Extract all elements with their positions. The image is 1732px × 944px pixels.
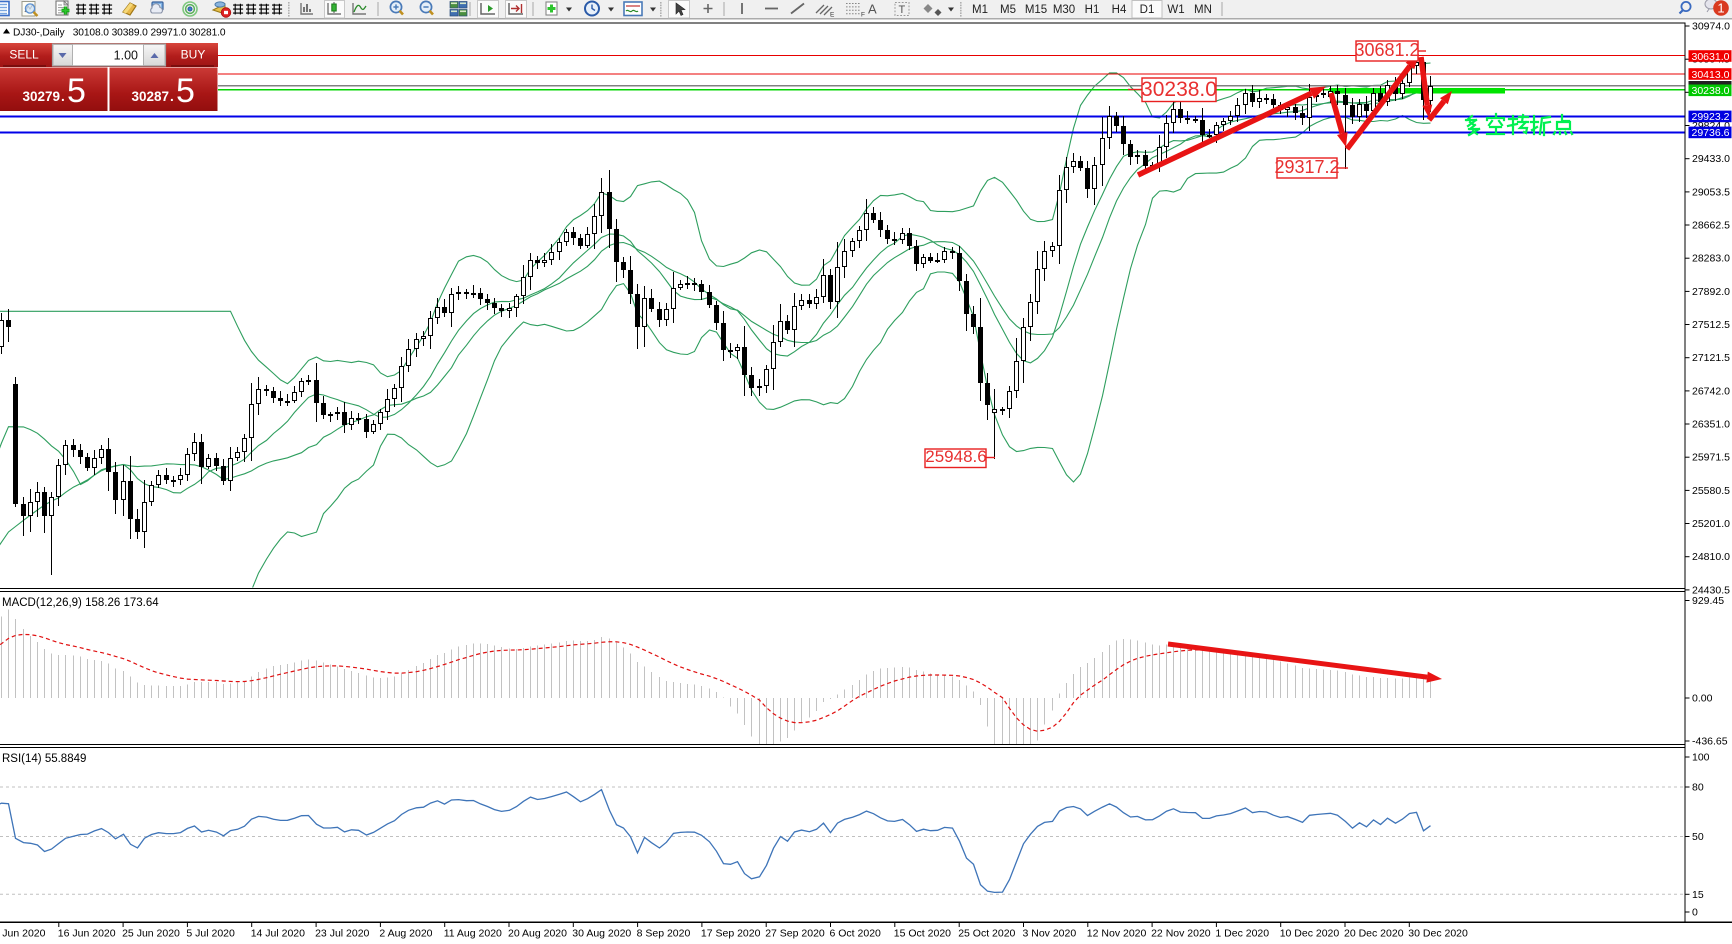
svg-text:29923.2: 29923.2 — [1692, 111, 1730, 123]
svg-text:30287: 30287 — [131, 89, 169, 104]
svg-text:5 Jul 2020: 5 Jul 2020 — [186, 928, 235, 940]
svg-text:8 Sep 2020: 8 Sep 2020 — [637, 928, 691, 940]
svg-text:2 Aug 2020: 2 Aug 2020 — [379, 928, 432, 940]
svg-text:30413.0: 30413.0 — [1692, 69, 1730, 81]
svg-text:26351.0: 26351.0 — [1692, 419, 1730, 431]
svg-text:30238.0: 30238.0 — [1692, 85, 1730, 97]
svg-text:1: 1 — [1717, 1, 1724, 16]
svg-text:SELL: SELL — [9, 48, 39, 62]
svg-text:30 Aug 2020: 30 Aug 2020 — [572, 928, 631, 940]
svg-text:10 Dec 2020: 10 Dec 2020 — [1280, 928, 1340, 940]
svg-text:D1: D1 — [1140, 4, 1155, 16]
svg-text:F: F — [861, 12, 865, 19]
svg-text:M30: M30 — [1053, 4, 1075, 16]
svg-text:E: E — [830, 12, 835, 19]
svg-text:1.00: 1.00 — [114, 49, 138, 63]
svg-text:5 Jun 2020: 5 Jun 2020 — [0, 928, 46, 940]
svg-text:MACD(12,26,9) 158.26 173.64: MACD(12,26,9) 158.26 173.64 — [2, 597, 159, 609]
svg-text:29433.0: 29433.0 — [1692, 153, 1730, 165]
svg-text:12 Nov 2020: 12 Nov 2020 — [1087, 928, 1147, 940]
svg-text:0.00: 0.00 — [1692, 693, 1713, 705]
svg-text:5: 5 — [67, 72, 86, 110]
svg-text:A: A — [868, 2, 877, 17]
svg-text:15 Oct 2020: 15 Oct 2020 — [894, 928, 951, 940]
svg-text:28283.0: 28283.0 — [1692, 253, 1730, 265]
svg-text:0: 0 — [1692, 907, 1698, 919]
svg-text:24430.5: 24430.5 — [1692, 584, 1730, 596]
svg-text:80: 80 — [1692, 782, 1704, 794]
svg-text:20 Aug 2020: 20 Aug 2020 — [508, 928, 567, 940]
svg-text:25971.5: 25971.5 — [1692, 452, 1730, 464]
svg-text:M1: M1 — [972, 4, 988, 16]
svg-text:30 Dec 2020: 30 Dec 2020 — [1408, 928, 1468, 940]
svg-text:1 Dec 2020: 1 Dec 2020 — [1215, 928, 1269, 940]
svg-text:27892.0: 27892.0 — [1692, 286, 1730, 298]
svg-text:W1: W1 — [1167, 4, 1184, 16]
svg-text:29317.2: 29317.2 — [1274, 157, 1339, 177]
svg-text:25948.6: 25948.6 — [925, 447, 986, 466]
svg-text:30279: 30279 — [22, 89, 60, 104]
svg-text:H4: H4 — [1112, 4, 1127, 16]
svg-text:25 Oct 2020: 25 Oct 2020 — [958, 928, 1015, 940]
svg-text:6 Oct 2020: 6 Oct 2020 — [830, 928, 882, 940]
svg-text:5: 5 — [176, 72, 195, 110]
svg-text:17 Sep 2020: 17 Sep 2020 — [701, 928, 761, 940]
svg-text:RSI(14) 55.8849: RSI(14) 55.8849 — [2, 753, 86, 765]
svg-text:23 Jul 2020: 23 Jul 2020 — [315, 928, 369, 940]
svg-text:29053.5: 29053.5 — [1692, 186, 1730, 198]
svg-text:25580.5: 25580.5 — [1692, 485, 1730, 497]
svg-text:28662.5: 28662.5 — [1692, 220, 1730, 232]
svg-text:30681.2: 30681.2 — [1354, 40, 1419, 60]
svg-text:MN: MN — [1194, 4, 1212, 16]
svg-text:14 Jul 2020: 14 Jul 2020 — [251, 928, 305, 940]
svg-text:3 Nov 2020: 3 Nov 2020 — [1023, 928, 1077, 940]
svg-text:929.45: 929.45 — [1692, 595, 1724, 607]
svg-text:M15: M15 — [1025, 4, 1047, 16]
svg-text:30631.0: 30631.0 — [1692, 51, 1730, 63]
svg-text:27121.5: 27121.5 — [1692, 352, 1730, 364]
svg-text:H1: H1 — [1085, 4, 1100, 16]
svg-text:30974.0: 30974.0 — [1692, 21, 1730, 33]
svg-text:30238.0: 30238.0 — [1141, 78, 1217, 101]
svg-text:26742.0: 26742.0 — [1692, 385, 1730, 397]
svg-text:-436.65: -436.65 — [1692, 736, 1728, 748]
svg-text:22 Nov 2020: 22 Nov 2020 — [1151, 928, 1211, 940]
svg-text:27512.5: 27512.5 — [1692, 319, 1730, 331]
svg-text:.: . — [170, 89, 174, 104]
svg-text:100: 100 — [1692, 752, 1710, 764]
svg-text:25201.0: 25201.0 — [1692, 518, 1730, 530]
svg-text:29736.6: 29736.6 — [1692, 127, 1730, 139]
svg-text:20 Dec 2020: 20 Dec 2020 — [1344, 928, 1404, 940]
svg-text:11 Aug 2020: 11 Aug 2020 — [444, 928, 502, 940]
svg-text:DJ30-,Daily 30108.0 30389.0: DJ30-,Daily 30108.0 30389.0 29971.0 3028… — [13, 28, 226, 39]
svg-text:50: 50 — [1692, 831, 1704, 843]
svg-text:27 Sep 2020: 27 Sep 2020 — [765, 928, 825, 940]
svg-text:T: T — [899, 4, 906, 16]
svg-text:24810.0: 24810.0 — [1692, 551, 1730, 563]
svg-text:25 Jun 2020: 25 Jun 2020 — [122, 928, 180, 940]
svg-text:M5: M5 — [1000, 4, 1016, 16]
svg-text:15: 15 — [1692, 889, 1704, 901]
svg-text:BUY: BUY — [181, 48, 206, 62]
svg-text:16 Jun 2020: 16 Jun 2020 — [58, 928, 116, 940]
svg-text:.: . — [61, 89, 65, 104]
